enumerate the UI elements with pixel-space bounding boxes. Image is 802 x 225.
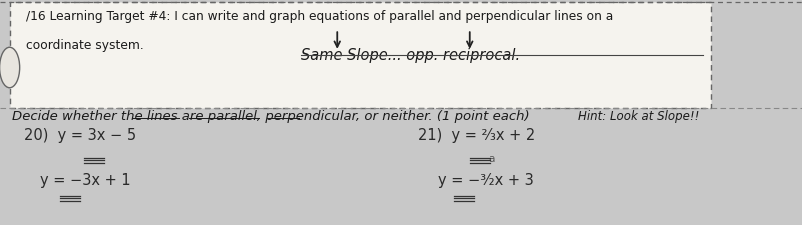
Text: /16 Learning Target #4: I can write and graph equations of parallel and perpendi: /16 Learning Target #4: I can write and … [26,10,613,23]
Text: coordinate system.: coordinate system. [26,39,144,52]
Text: 21)  y = ²⁄₃x + 2: 21) y = ²⁄₃x + 2 [417,128,534,143]
Text: Same Slope... opp. reciprocal.: Same Slope... opp. reciprocal. [301,48,520,63]
Text: y = −3x + 1: y = −3x + 1 [40,173,131,188]
Text: 20)  y = 3x − 5: 20) y = 3x − 5 [24,128,136,143]
Text: a: a [488,154,494,164]
Text: Decide whether the lines are parallel, perpendicular, or neither. (1 point each): Decide whether the lines are parallel, p… [12,110,529,123]
Ellipse shape [0,47,19,88]
Text: y = −³⁄₂x + 3: y = −³⁄₂x + 3 [437,173,533,188]
Text: Hint: Look at Slope!!: Hint: Look at Slope!! [577,110,699,123]
FancyBboxPatch shape [10,2,710,108]
